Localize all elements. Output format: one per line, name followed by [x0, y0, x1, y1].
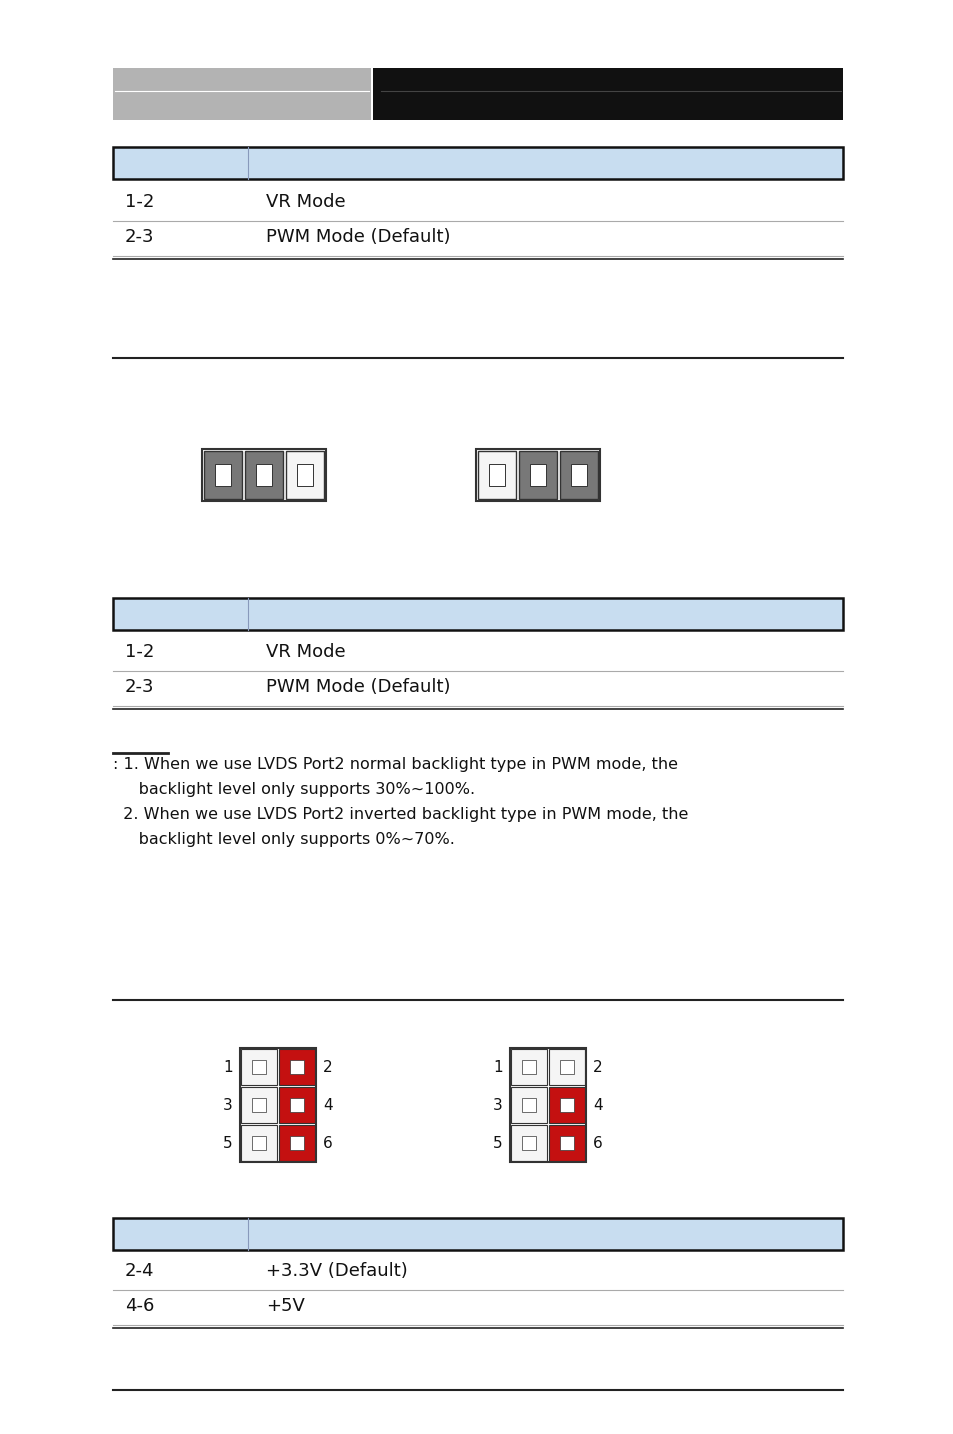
- Bar: [559, 1098, 574, 1111]
- Bar: [252, 1098, 266, 1111]
- Text: 6: 6: [593, 1136, 602, 1150]
- Text: 2: 2: [323, 1060, 333, 1074]
- Text: PWM Mode (Default): PWM Mode (Default): [266, 228, 450, 247]
- Bar: [241, 1050, 276, 1086]
- Bar: [245, 452, 283, 499]
- Text: 2-4: 2-4: [125, 1262, 154, 1281]
- Text: PWM Mode (Default): PWM Mode (Default): [266, 678, 450, 695]
- Text: 1-2: 1-2: [125, 642, 154, 661]
- Bar: [290, 1060, 304, 1074]
- Bar: [278, 1126, 314, 1162]
- Text: 1: 1: [223, 1060, 233, 1074]
- Bar: [112, 148, 842, 179]
- Bar: [530, 465, 545, 486]
- Bar: [511, 1087, 546, 1123]
- Text: backlight level only supports 30%~100%.: backlight level only supports 30%~100%.: [112, 782, 475, 797]
- Bar: [202, 449, 326, 500]
- Text: 2. When we use LVDS Port2 inverted backlight type in PWM mode, the: 2. When we use LVDS Port2 inverted backl…: [112, 807, 688, 822]
- Bar: [559, 452, 598, 499]
- Bar: [252, 1060, 266, 1074]
- Text: 1-2: 1-2: [125, 194, 154, 211]
- Text: 2-3: 2-3: [125, 678, 154, 695]
- Bar: [373, 67, 842, 120]
- Bar: [548, 1126, 584, 1162]
- Text: 4-6: 4-6: [125, 1296, 154, 1315]
- Bar: [511, 1050, 546, 1086]
- Bar: [296, 465, 313, 486]
- Bar: [241, 1087, 276, 1123]
- Bar: [252, 1136, 266, 1150]
- Text: 1: 1: [493, 1060, 502, 1074]
- Bar: [112, 598, 842, 630]
- Text: : 1. When we use LVDS Port2 normal backlight type in PWM mode, the: : 1. When we use LVDS Port2 normal backl…: [112, 757, 678, 771]
- Bar: [518, 452, 557, 499]
- Text: 4: 4: [323, 1097, 333, 1113]
- Bar: [559, 1060, 574, 1074]
- Text: +5V: +5V: [266, 1296, 305, 1315]
- Bar: [278, 1087, 314, 1123]
- Bar: [477, 452, 516, 499]
- Bar: [476, 449, 599, 500]
- Bar: [511, 1126, 546, 1162]
- Text: 5: 5: [493, 1136, 502, 1150]
- Bar: [214, 465, 231, 486]
- Bar: [112, 1217, 842, 1250]
- Bar: [278, 1050, 314, 1086]
- Bar: [240, 1048, 315, 1162]
- Text: 2-3: 2-3: [125, 228, 154, 247]
- Text: 4: 4: [593, 1097, 602, 1113]
- Bar: [290, 1098, 304, 1111]
- Bar: [571, 465, 586, 486]
- Bar: [241, 1126, 276, 1162]
- Text: 6: 6: [323, 1136, 333, 1150]
- Bar: [521, 1136, 536, 1150]
- Bar: [548, 1087, 584, 1123]
- Text: VR Mode: VR Mode: [266, 194, 345, 211]
- Bar: [510, 1048, 585, 1162]
- Bar: [521, 1098, 536, 1111]
- Text: 3: 3: [493, 1097, 502, 1113]
- Bar: [255, 465, 272, 486]
- Bar: [521, 1060, 536, 1074]
- Bar: [286, 452, 324, 499]
- Bar: [204, 452, 242, 499]
- Text: 2: 2: [593, 1060, 602, 1074]
- Text: +3.3V (Default): +3.3V (Default): [266, 1262, 407, 1281]
- Bar: [489, 465, 504, 486]
- Bar: [290, 1136, 304, 1150]
- Bar: [559, 1136, 574, 1150]
- Text: VR Mode: VR Mode: [266, 642, 345, 661]
- Text: backlight level only supports 0%~70%.: backlight level only supports 0%~70%.: [112, 832, 455, 847]
- Text: 3: 3: [223, 1097, 233, 1113]
- Bar: [548, 1050, 584, 1086]
- Bar: [112, 67, 371, 120]
- Text: 5: 5: [223, 1136, 233, 1150]
